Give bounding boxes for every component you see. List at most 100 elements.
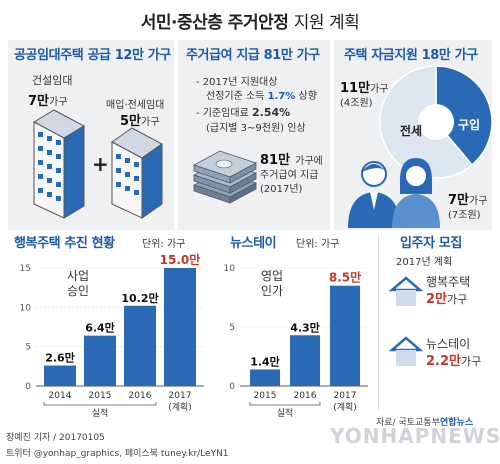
rental-item1: 7만가구: [28, 90, 67, 109]
plan-label: (계획): [168, 401, 192, 413]
fund-pie-chart: [379, 65, 493, 179]
x-tick-label: 2014: [49, 391, 72, 401]
benefit-total-line2: 주거급여 지급: [260, 170, 319, 181]
credit-line: 장예진 기자 / 20170105: [6, 433, 105, 443]
bar-2017: [330, 285, 360, 386]
bar-2017: [164, 268, 196, 386]
source-note: 자료/ 국토교통부: [376, 418, 440, 428]
recruit-item1-value: 2만: [426, 292, 448, 307]
happy-heading: 행복주택 추진 현황: [14, 236, 115, 251]
title-bold: 서민·중산층 주거안정: [140, 13, 289, 33]
apartment-building-icon: [32, 109, 86, 219]
recruit-item1-label: 행복주택: [426, 275, 471, 289]
bar-value-label: 15.0만: [160, 252, 201, 267]
recruit-item2: 뉴스테이 2.2만가구: [426, 336, 481, 370]
jeonse-callout: 11만가구 (4조원): [340, 80, 388, 111]
actual-bracket: [249, 402, 321, 406]
purchase-amount: (7조원): [448, 210, 481, 221]
newstay-heading: 뉴스테이: [230, 236, 277, 251]
recruit-heading: 입주자 모집: [400, 236, 462, 251]
house-icon: [388, 276, 424, 306]
recruit-item2-unit: 가구: [461, 355, 482, 368]
recruit-item2-label: 뉴스테이: [426, 337, 471, 351]
housing-fund-heading: 주택 자금지원 18만 가구: [344, 48, 478, 63]
plan-label: (계획): [333, 401, 357, 413]
recruit-panel: [378, 234, 493, 410]
rental-item2-label: 매입·전세임대: [106, 100, 165, 111]
money-stack-icon: [192, 150, 258, 204]
rental-item2: 5만가구: [120, 110, 159, 129]
chart-annotation: 승인: [67, 284, 89, 298]
purchase-callout: 7만가구 (7조원): [448, 192, 487, 223]
x-tick-label: 2015: [89, 391, 112, 401]
recruit-item2-value: 2.2만: [426, 354, 461, 369]
x-tick-label: 2017: [334, 391, 357, 401]
rental-item1-value: 7만: [28, 94, 50, 109]
publisher-logo: 연합뉴스: [440, 418, 474, 428]
housing-benefit-heading: 주거급여 지급 81만 가구: [186, 48, 320, 63]
housing-benefit-panel: [178, 40, 330, 230]
house-icon: [388, 336, 424, 366]
bar-2014: [44, 365, 76, 386]
benefit-bullet2-text: - 기준임대료: [196, 108, 249, 119]
benefit-bullet1-line1: - 2017년 지원대상: [196, 77, 278, 88]
bar-value-label: 2.6만: [45, 351, 75, 365]
purchase-unit: 가구: [469, 196, 488, 207]
happy-housing-bar-chart: 0 5 10 15 2.6만 2014 6.4만 2015 10.2만 2016 15.0만 2017…: [20, 252, 204, 419]
bar-2015: [84, 335, 116, 386]
chart-annotation: 인가: [261, 284, 283, 298]
benefit-total-line3: (2017년): [260, 184, 303, 195]
purchase-value: 7만: [448, 193, 470, 208]
bar-2016: [290, 335, 320, 386]
newstay-unit-note: 단위: 가구: [296, 239, 340, 250]
x-tick-label: 2016: [294, 391, 317, 401]
x-tick-label: 2015: [254, 391, 277, 401]
x-tick-label: 2016: [129, 391, 152, 401]
pie-hole: [418, 104, 454, 140]
rental-item1-unit: 가구: [49, 97, 68, 108]
chart-annotation: 영업: [261, 269, 283, 283]
bar-2015: [250, 369, 280, 386]
y-tick-label: 5: [229, 323, 235, 333]
bar-2016: [124, 305, 156, 386]
benefit-total-tail: 가구에: [295, 156, 323, 167]
y-tick-label: 0: [229, 382, 235, 392]
pie-slice-구입: [435, 65, 493, 166]
y-tick-label: 5: [25, 343, 31, 353]
jeonse-value: 11만: [340, 81, 371, 96]
page-title: 서민·중산층 주거안정 지원 계획: [0, 8, 500, 33]
bar-value-label: 10.2만: [121, 291, 158, 305]
public-rental-heading: 공공임대주택 공급 12만 가구: [14, 48, 171, 63]
bar-value-label: 4.3만: [290, 320, 320, 334]
recruit-item1: 행복주택 2만가구: [426, 274, 470, 308]
rental-item2-unit: 가구: [141, 117, 160, 128]
couple-icon: [348, 158, 440, 228]
actual-label: 실적: [277, 407, 294, 419]
bar-value-label: 8.5만: [329, 270, 361, 285]
title-light: 지원 계획: [293, 13, 360, 33]
actual-bracket: [43, 402, 157, 406]
benefit-total: 81만 가구에 주거급여 지급 (2017년): [260, 152, 323, 197]
recruit-sub: 2017년 계획: [396, 257, 453, 268]
jeonse-unit: 가구: [370, 84, 389, 95]
benefit-bullet2-line1: - 기준임대료 2.54%: [196, 104, 290, 119]
bar-value-label: 1.4만: [250, 354, 280, 368]
y-tick-label: 15: [20, 264, 31, 274]
rental-item2-value: 5만: [120, 114, 142, 129]
sns-line: 트위터 @yonhap_graphics, 페이스북 tuney.kr/LeYN…: [6, 449, 229, 459]
benefit-bullet2-line2: (급지별 3~9천원) 인상: [206, 123, 306, 134]
benefit-bullet1-line2: 선정기준 소득 1.7% 상향: [206, 87, 317, 102]
recruit-item1-unit: 가구: [447, 293, 468, 306]
plus-sign: +: [92, 152, 109, 176]
y-tick-label: 10: [224, 264, 236, 274]
benefit-bullet1-pct: 1.7%: [267, 91, 296, 102]
benefit-total-value: 81만: [260, 153, 291, 168]
actual-label: 실적: [92, 407, 109, 419]
y-tick-label: 0: [25, 382, 31, 392]
watermark: YONHAPNEWS: [330, 424, 500, 448]
jeonse-amount: (4조원): [340, 98, 373, 109]
bar-value-label: 6.4만: [85, 321, 115, 335]
happy-unit-note: 단위: 가구: [142, 239, 186, 250]
benefit-bullet1-text: 선정기준 소득: [206, 91, 265, 102]
